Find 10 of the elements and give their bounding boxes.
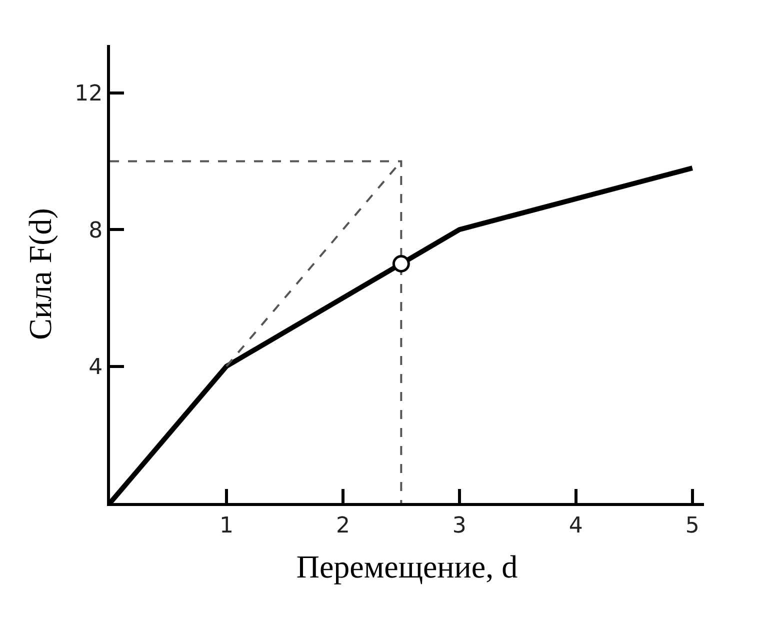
x-tick-label: 4 [568, 513, 583, 538]
x-axis-title: Перемещение, d [296, 548, 518, 584]
y-tick-label: 8 [88, 218, 103, 244]
y-tick-label: 12 [74, 82, 103, 107]
y-axis-title: Сила F(d) [22, 208, 58, 340]
y-tick-label: 4 [88, 354, 103, 380]
x-tick-label: 5 [685, 513, 700, 538]
x-tick-label: 1 [219, 513, 234, 538]
x-tick-label: 3 [452, 513, 466, 538]
x-tick-label: 2 [336, 513, 350, 538]
